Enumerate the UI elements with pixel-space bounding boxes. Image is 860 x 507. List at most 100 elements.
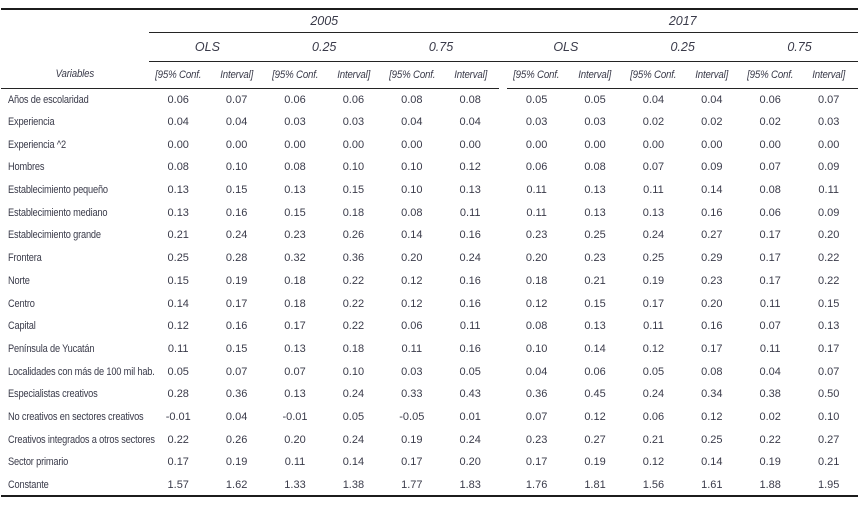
cell-value: 0.50 — [817, 388, 840, 401]
cell-value: 0.18 — [342, 342, 365, 355]
cell-value: 0.11 — [526, 206, 547, 219]
cell-value: 0.12 — [401, 297, 423, 310]
row-group-spacer — [499, 179, 507, 202]
cell-value: 0.11 — [818, 184, 839, 197]
cell-value: 0.10 — [401, 161, 423, 174]
cell-value: 0.13 — [642, 206, 665, 219]
variable-label: Experiencia ^2 — [8, 138, 66, 151]
row-group-spacer — [499, 428, 507, 451]
cell-value: 0.10 — [342, 161, 365, 174]
cell-value: 0.24 — [225, 229, 248, 242]
cell-value: 0.08 — [759, 184, 781, 197]
cell-value: 0.02 — [701, 116, 723, 129]
cell-value: 0.08 — [401, 206, 423, 219]
interval-header: Interval] — [682, 61, 741, 89]
cell-value: 0.24 — [642, 388, 665, 401]
cell-value: 0.36 — [225, 388, 248, 401]
cell-value: 0.10 — [817, 410, 840, 423]
row-group-spacer — [499, 224, 507, 247]
cell-value: 0.24 — [459, 433, 481, 446]
cell-value: 0.12 — [642, 342, 665, 355]
cell-value: 0.11 — [167, 342, 189, 355]
row-group-spacer — [499, 451, 507, 474]
cell-value: 0.00 — [342, 138, 365, 151]
cell-value: 0.10 — [525, 342, 548, 355]
cell-value: 0.09 — [701, 161, 723, 174]
cell-value: 0.07 — [759, 161, 781, 174]
cell-value: 0.05 — [525, 93, 548, 106]
cell-value: 1.61 — [701, 478, 723, 491]
cell-value: 0.17 — [759, 274, 781, 287]
cell-value: 0.22 — [342, 320, 365, 333]
cell-value: 0.45 — [584, 388, 606, 401]
variable-label: Norte — [8, 274, 30, 287]
cell-value: 0.03 — [584, 116, 606, 129]
cell-value: 1.88 — [759, 478, 781, 491]
cell-value: 0.10 — [342, 365, 365, 378]
cell-value: 0.16 — [701, 206, 723, 219]
cell-value: 0.06 — [401, 320, 423, 333]
cell-value: 0.21 — [167, 229, 189, 242]
quantile-header-q25-2017: 0.25 — [624, 32, 741, 62]
cell-value: -0.01 — [282, 410, 308, 423]
cell-value: 0.03 — [525, 116, 548, 129]
cell-value: 0.43 — [459, 388, 481, 401]
cell-value: 0.06 — [642, 410, 665, 423]
cell-value: 0.26 — [342, 229, 365, 242]
cell-value: 0.36 — [342, 252, 365, 265]
cell-value: 0.00 — [284, 138, 306, 151]
cell-value: 0.02 — [759, 410, 781, 423]
cell-value: 1.81 — [584, 478, 606, 491]
cell-value: 0.04 — [642, 93, 665, 106]
cell-value: 0.23 — [584, 252, 606, 265]
row-group-spacer — [499, 315, 507, 338]
cell-value: 0.19 — [225, 274, 248, 287]
cell-value: 0.06 — [167, 93, 189, 106]
row-group-spacer — [499, 360, 507, 383]
conf-header: [95% Conf. — [507, 61, 566, 89]
cell-value: 0.11 — [759, 342, 781, 355]
cell-value: 0.10 — [401, 184, 423, 197]
cell-value: 0.11 — [526, 184, 547, 197]
cell-value: 0.11 — [284, 456, 306, 469]
cell-value: 0.01 — [459, 410, 481, 423]
cell-value: 0.15 — [817, 297, 840, 310]
cell-value: 0.38 — [759, 388, 781, 401]
cell-value: -0.01 — [165, 410, 191, 423]
cell-value: 0.24 — [642, 229, 665, 242]
table-row: No creativos en sectores creativos -0.01… — [1, 406, 858, 429]
cell-value: 0.17 — [817, 342, 840, 355]
cell-value: 0.14 — [342, 456, 365, 469]
variable-label: Creativos integrados a otros sectores — [8, 433, 155, 446]
cell-value: 0.25 — [642, 252, 665, 265]
quantile-header-ols-2017: OLS — [507, 32, 625, 62]
quantile-header-q75-2005: 0.75 — [382, 32, 500, 62]
cell-value: 0.05 — [167, 365, 189, 378]
cell-value: 0.17 — [759, 252, 781, 265]
cell-value: 0.08 — [525, 320, 548, 333]
row-group-spacer — [499, 338, 507, 361]
quantile-header-ols-2005: OLS — [149, 32, 266, 62]
cell-value: 0.32 — [284, 252, 306, 265]
row-group-spacer — [499, 474, 507, 497]
cell-value: 0.18 — [284, 274, 306, 287]
cell-value: 0.16 — [459, 274, 481, 287]
cell-value: 0.21 — [817, 456, 840, 469]
cell-value: 0.13 — [284, 342, 306, 355]
table-row: Frontera 0.25 0.28 0.32 0.36 0.20 0.24 0… — [1, 247, 858, 270]
cell-value: 0.21 — [642, 433, 665, 446]
cell-value: 0.05 — [642, 365, 665, 378]
cell-value: 0.12 — [642, 456, 665, 469]
quantile-header-row: OLS 0.25 0.75 OLS 0.25 0.75 — [1, 32, 858, 62]
cell-value: 0.06 — [584, 365, 606, 378]
cell-value: 0.02 — [759, 116, 781, 129]
variable-label: Años de escolaridad — [8, 93, 89, 106]
cell-value: 0.13 — [284, 388, 306, 401]
cell-value: 0.17 — [642, 297, 665, 310]
cell-value: 0.17 — [759, 229, 781, 242]
year-header-2017: 2017 — [507, 9, 858, 33]
cell-value: 0.24 — [342, 388, 365, 401]
cell-value: 0.04 — [701, 93, 723, 106]
cell-value: 0.19 — [401, 433, 423, 446]
cell-value: 0.14 — [701, 456, 723, 469]
